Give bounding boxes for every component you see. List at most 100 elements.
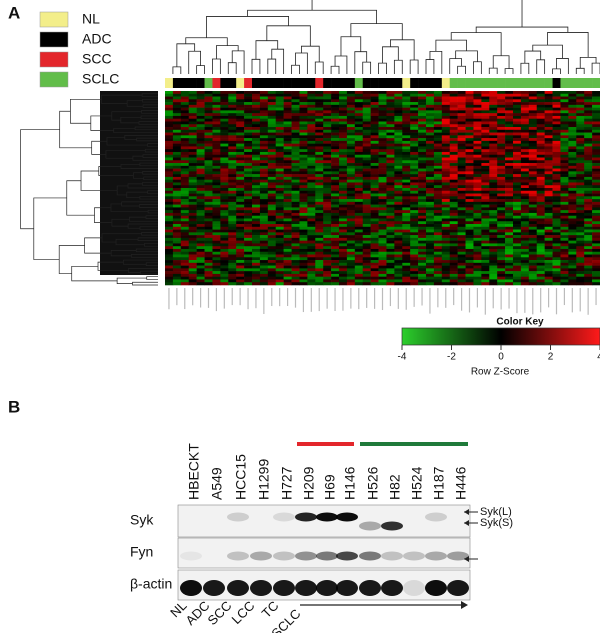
heatmap-cell	[315, 268, 323, 271]
heatmap-cell	[244, 246, 252, 249]
heatmap-cell	[331, 155, 339, 158]
heatmap-cell	[553, 274, 561, 277]
heatmap-cell	[410, 257, 418, 260]
heatmap-cell	[197, 235, 205, 238]
heatmap-cell	[268, 235, 276, 238]
blot-band	[425, 552, 447, 561]
heatmap-cell	[236, 210, 244, 213]
heatmap-cell	[236, 124, 244, 127]
heatmap-cell	[212, 102, 220, 105]
heatmap-cell	[268, 210, 276, 213]
heatmap-cell	[236, 232, 244, 235]
heatmap-cell	[379, 282, 387, 285]
heatmap-cell	[236, 99, 244, 102]
heatmap-cell	[379, 177, 387, 180]
heatmap-cell	[450, 246, 458, 249]
heatmap-cell	[481, 188, 489, 191]
heatmap-cell	[371, 255, 379, 258]
heatmap-cell	[347, 130, 355, 133]
heatmap-cell	[481, 102, 489, 105]
heatmap-cell	[236, 194, 244, 197]
heatmap-cell	[173, 105, 181, 108]
heatmap-cell	[529, 266, 537, 269]
heatmap-cell	[442, 127, 450, 130]
heatmap-cell	[299, 116, 307, 119]
heatmap-cell	[592, 97, 600, 100]
heatmap-cell	[347, 255, 355, 258]
heatmap-cell	[386, 232, 394, 235]
heatmap-cell	[379, 130, 387, 133]
heatmap-cell	[173, 216, 181, 219]
heatmap-cell	[244, 127, 252, 130]
heatmap-cell	[276, 246, 284, 249]
heatmap-cell	[165, 169, 173, 172]
heatmap-cell	[458, 105, 466, 108]
heatmap-cell	[315, 207, 323, 210]
heatmap-cell	[299, 177, 307, 180]
heatmap-cell	[181, 149, 189, 152]
heatmap-cell	[299, 277, 307, 280]
heatmap-cell	[236, 102, 244, 105]
heatmap-cell	[244, 235, 252, 238]
heatmap-cell	[529, 135, 537, 138]
heatmap-cell	[181, 105, 189, 108]
heatmap-cell	[450, 224, 458, 227]
heatmap-cell	[521, 230, 529, 233]
heatmap-cell	[426, 241, 434, 244]
heatmap-cell	[442, 105, 450, 108]
heatmap-cell	[284, 121, 292, 124]
heatmap-cell	[402, 169, 410, 172]
heatmap-cell	[553, 166, 561, 169]
heatmap-cell	[553, 191, 561, 194]
heatmap-cell	[236, 246, 244, 249]
heatmap-cell	[189, 155, 197, 158]
heatmap-cell	[402, 221, 410, 224]
heatmap-cell	[379, 110, 387, 113]
heatmap-cell	[347, 119, 355, 122]
heatmap-cell	[371, 260, 379, 263]
heatmap-cell	[276, 221, 284, 224]
heatmap-cell	[181, 218, 189, 221]
heatmap-cell	[323, 130, 331, 133]
heatmap-cell	[410, 221, 418, 224]
heatmap-cell	[426, 279, 434, 282]
heatmap-cell	[521, 191, 529, 194]
heatmap-cell	[331, 171, 339, 174]
heatmap-cell	[560, 260, 568, 263]
heatmap-cell	[410, 218, 418, 221]
heatmap-cell	[252, 218, 260, 221]
heatmap-cell	[394, 194, 402, 197]
blot-band	[359, 580, 381, 596]
heatmap-cell	[545, 116, 553, 119]
heatmap-cell	[466, 119, 474, 122]
heatmap-cell	[442, 194, 450, 197]
blot-band	[180, 552, 202, 561]
heatmap-cell	[260, 146, 268, 149]
heatmap-cell	[173, 205, 181, 208]
heatmap-cell	[299, 279, 307, 282]
heatmap-cell	[497, 238, 505, 241]
heatmap-cell	[545, 91, 553, 94]
heatmap-cell	[466, 160, 474, 163]
blot-band	[316, 513, 338, 522]
heatmap-cell	[363, 97, 371, 100]
heatmap-cell	[165, 277, 173, 280]
heatmap-cell	[410, 169, 418, 172]
heatmap-cell	[394, 160, 402, 163]
heatmap-cell	[292, 113, 300, 116]
heatmap-cell	[584, 257, 592, 260]
heatmap-cell	[584, 91, 592, 94]
heatmap-cell	[537, 130, 545, 133]
heatmap-cell	[545, 158, 553, 161]
heatmap-cell	[339, 235, 347, 238]
heatmap-cell	[165, 274, 173, 277]
heatmap-cell	[386, 91, 394, 94]
heatmap-cell	[228, 97, 236, 100]
heatmap-cell	[426, 174, 434, 177]
heatmap-cell	[268, 196, 276, 199]
heatmap-cell	[560, 130, 568, 133]
heatmap-cell	[276, 149, 284, 152]
heatmap-cell	[426, 274, 434, 277]
heatmap-cell	[371, 205, 379, 208]
heatmap-cell	[410, 268, 418, 271]
